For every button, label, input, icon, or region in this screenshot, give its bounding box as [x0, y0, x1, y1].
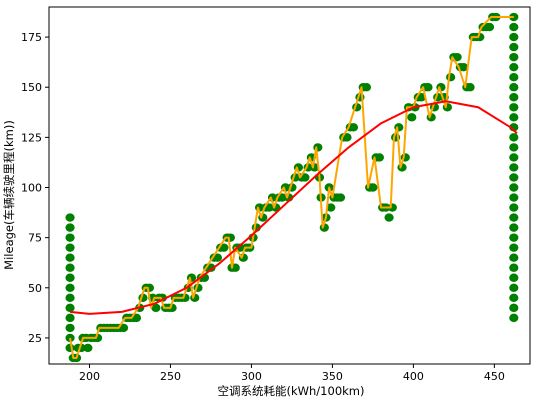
data-point: [65, 223, 75, 232]
data-point: [509, 213, 519, 222]
x-tick-label: 250: [160, 370, 181, 383]
data-point: [509, 223, 519, 232]
data-point: [509, 283, 519, 292]
data-point: [65, 233, 75, 242]
data-point: [509, 103, 519, 112]
data-point: [212, 253, 223, 262]
data-point: [206, 263, 216, 272]
y-tick-label: 150: [21, 81, 42, 94]
data-point: [509, 183, 519, 192]
data-point: [423, 83, 433, 92]
data-point: [509, 293, 519, 303]
y-tick-label: 50: [28, 282, 42, 295]
data-point: [509, 203, 519, 212]
data-point: [335, 193, 346, 202]
data-point: [416, 93, 427, 102]
data-point: [118, 323, 129, 333]
data-point: [219, 243, 229, 252]
data-point: [458, 62, 469, 72]
x-tick-label: 400: [403, 370, 424, 383]
data-point: [509, 263, 519, 272]
y-tick-label: 175: [21, 31, 42, 44]
data-point: [144, 283, 155, 292]
data-point: [509, 173, 519, 182]
data-point: [167, 303, 177, 313]
y-tick-label: 75: [28, 232, 42, 245]
data-point: [65, 213, 75, 222]
plot-frame: [48, 6, 531, 365]
data-point: [65, 303, 75, 313]
data-point: [452, 52, 462, 62]
data-point: [509, 133, 519, 142]
data-point: [509, 42, 519, 52]
data-point: [509, 153, 519, 162]
axes-layer: 200 250 300 350 400 450 25 50 75 100 125 150 175: [21, 6, 531, 383]
data-point: [446, 72, 456, 82]
y-tick-label: 125: [21, 131, 42, 144]
y-axis-label: Mileage(车辆续驶里程(km)): [2, 120, 16, 270]
data-point: [235, 243, 245, 252]
y-tick-label: 25: [28, 332, 42, 345]
data-point: [65, 333, 75, 343]
plot-layer: [65, 12, 519, 363]
data-point: [509, 143, 519, 152]
data-point: [65, 283, 75, 292]
data-point: [509, 233, 519, 242]
observed-series-line: [69, 16, 514, 359]
data-point: [509, 83, 519, 92]
x-tick-label: 300: [241, 370, 262, 383]
data-point: [65, 253, 75, 262]
y-tick-label: 100: [21, 182, 42, 195]
data-point: [509, 273, 519, 282]
x-tick-label: 200: [79, 370, 100, 383]
data-point: [65, 313, 75, 323]
data-point: [65, 323, 75, 333]
data-point: [65, 343, 75, 353]
data-point: [509, 253, 519, 262]
data-point: [313, 143, 323, 152]
data-point: [374, 153, 384, 162]
data-point: [407, 113, 417, 122]
data-point: [65, 263, 75, 272]
x-tick-label: 450: [484, 370, 505, 383]
data-point: [264, 203, 274, 212]
data-point: [465, 83, 475, 92]
data-point: [509, 32, 519, 42]
data-point: [65, 273, 75, 282]
x-tick-label: 350: [322, 370, 343, 383]
data-point: [509, 163, 519, 172]
data-point: [326, 203, 336, 212]
data-point: [151, 303, 161, 313]
data-point: [368, 183, 378, 192]
data-point: [509, 93, 519, 102]
data-point: [300, 173, 310, 182]
data-point: [509, 243, 519, 252]
data-point: [509, 313, 519, 323]
data-point: [509, 72, 519, 82]
data-point: [361, 83, 372, 92]
x-axis-label: 空调系统耗能(kWh/100km): [218, 384, 365, 398]
data-point: [65, 243, 75, 252]
data-point: [92, 333, 103, 343]
data-point: [509, 113, 519, 122]
data-point: [180, 293, 190, 303]
data-point: [384, 213, 394, 222]
data-point: [484, 22, 495, 32]
data-point: [83, 343, 93, 353]
data-point: [342, 133, 352, 142]
data-point: [65, 293, 75, 303]
data-point: [509, 22, 519, 32]
data-point: [131, 313, 142, 323]
data-point: [509, 52, 519, 62]
data-point: [509, 303, 519, 313]
data-point: [509, 193, 519, 202]
data-point: [348, 123, 359, 132]
data-point: [277, 193, 287, 202]
data-point: [475, 32, 485, 42]
fitted-curve-line: [69, 100, 518, 315]
data-point: [509, 62, 519, 72]
